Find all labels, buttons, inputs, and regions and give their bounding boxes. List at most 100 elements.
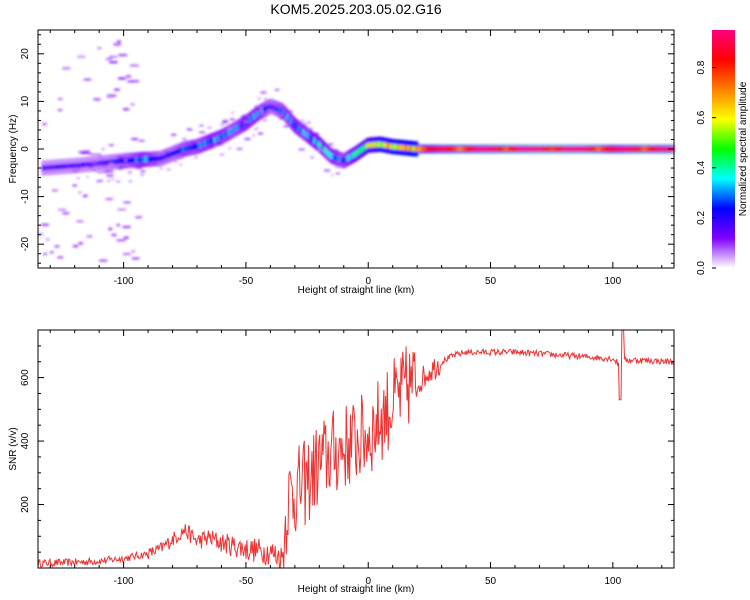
spectrogram-speckle: [303, 130, 307, 133]
spectrogram-cell: [311, 136, 315, 142]
spectrogram-speckle: [254, 128, 258, 130]
spectrogram-cell: [368, 142, 372, 148]
spectrogram-cell: [659, 146, 663, 152]
spectrogram-cell: [452, 146, 456, 152]
spectrogram-speckle: [122, 226, 131, 229]
x-tick-label: 100: [605, 576, 622, 587]
spectrogram-speckle: [129, 180, 132, 183]
spectrogram-cell: [571, 146, 575, 152]
spectrogram-cell: [121, 158, 125, 164]
spectrogram-speckle: [269, 104, 273, 107]
spectrogram-speckle: [72, 170, 79, 173]
spectrogram-cell: [424, 146, 428, 152]
spectrogram-speckle: [222, 120, 229, 122]
spectrogram-speckle: [260, 91, 267, 94]
spectrogram-speckle: [272, 106, 277, 108]
spectrogram-cell: [626, 146, 630, 152]
spectrogram-speckle: [149, 152, 152, 154]
spectrogram-speckle: [78, 162, 81, 165]
spectrogram-cell: [595, 146, 599, 152]
spectrogram-cell: [610, 146, 614, 152]
spectrogram-speckle: [179, 157, 184, 160]
spectrogram-cell: [137, 157, 141, 163]
spectrogram-cell: [158, 155, 162, 162]
spectrogram-cell: [430, 146, 434, 152]
spectrogram-cell: [352, 152, 356, 158]
colorbar-tick-label: 0.2: [696, 211, 707, 225]
spectrogram-cell: [620, 146, 624, 152]
spectrogram-cell: [98, 160, 102, 166]
colorbar-ticks: 0.0 0.2 0.4 0.6 0.8: [696, 60, 716, 275]
spectrogram-cell: [565, 146, 569, 152]
spectrogram-cell: [383, 142, 387, 148]
spectrogram-cell: [315, 139, 319, 145]
spectrogram-speckle: [117, 208, 126, 211]
spectrogram-speckle: [236, 148, 243, 150]
spectrogram-cell: [362, 145, 366, 151]
spectrogram-cell: [634, 146, 638, 152]
spectrogram-speckle: [125, 75, 131, 78]
spectrogram-cell: [213, 136, 217, 143]
spectrogram-cell: [264, 106, 268, 112]
spectrogram-cell: [616, 146, 620, 152]
y-tick-label: -20: [20, 237, 31, 252]
spectrogram-speckle: [105, 157, 111, 160]
spectrogram-cell: [632, 146, 636, 152]
spectrogram-cell: [309, 135, 313, 141]
spectrogram-cell: [113, 159, 117, 165]
spectrogram-speckle: [274, 89, 280, 91]
spectrogram-cell: [80, 162, 84, 168]
spectrogram-speckle: [92, 158, 97, 160]
spectrogram-cell: [366, 142, 370, 149]
spectrogram-speckle: [124, 159, 127, 162]
spectrogram-cell: [389, 143, 393, 149]
spectrogram-cell: [648, 146, 652, 152]
spectrogram-cell: [284, 111, 288, 117]
spectrogram-cell: [473, 146, 477, 152]
x-tick-label: -50: [239, 576, 254, 587]
spectrogram-cell: [150, 156, 154, 162]
spectrogram-cell: [624, 146, 628, 152]
spectrogram-cell: [117, 158, 121, 164]
spectrogram-speckle: [76, 168, 81, 171]
spectrogram-cell: [55, 164, 59, 170]
spectrogram-speckle: [287, 110, 293, 113]
spectrogram-speckle: [116, 224, 120, 227]
spectrogram-speckle: [300, 136, 307, 138]
spectrogram-cell: [403, 145, 407, 151]
spectrogram-speckle: [181, 153, 187, 156]
y-tick-label: 10: [20, 95, 31, 107]
spectrogram-speckle: [138, 140, 145, 142]
spectrogram-cell: [608, 146, 612, 152]
spectrogram-cell: [434, 146, 438, 152]
spectrogram-speckle: [109, 55, 118, 58]
x-tick-label: 50: [485, 576, 497, 587]
spectrogram-cell: [391, 144, 395, 150]
spectrogram-cell: [426, 146, 430, 152]
spectrogram-cell: [399, 144, 403, 151]
spectrogram-cell: [184, 146, 188, 152]
spectrogram-cell: [223, 132, 227, 138]
spectrogram-speckle: [333, 149, 338, 152]
spectrogram-speckle: [194, 156, 198, 159]
spectrogram-cell: [446, 146, 450, 152]
spectrogram-speckle: [88, 166, 94, 169]
spectrogram-y-label: Frequency (Hz): [8, 115, 19, 184]
spectrogram-cell: [209, 138, 213, 144]
spectrogram-cell: [385, 142, 389, 149]
spectrogram-speckle: [256, 127, 259, 129]
spectrogram-speckle: [220, 123, 225, 126]
spectrogram-speckle: [244, 138, 251, 140]
spectrogram-speckle: [123, 236, 129, 239]
spectrogram-cell: [125, 158, 129, 164]
y-tick-label: 20: [20, 48, 31, 60]
spectrogram-speckle: [213, 136, 218, 138]
spectrogram-speckle: [92, 153, 102, 156]
spectrogram-speckle: [160, 167, 163, 170]
spectrogram-cell: [139, 157, 143, 163]
spectrogram-speckle: [107, 180, 110, 182]
spectrogram-speckle: [57, 98, 63, 101]
spectrogram-cell: [587, 146, 591, 152]
spectrogram-speckle: [199, 124, 204, 127]
spectrogram-cell: [270, 104, 274, 110]
